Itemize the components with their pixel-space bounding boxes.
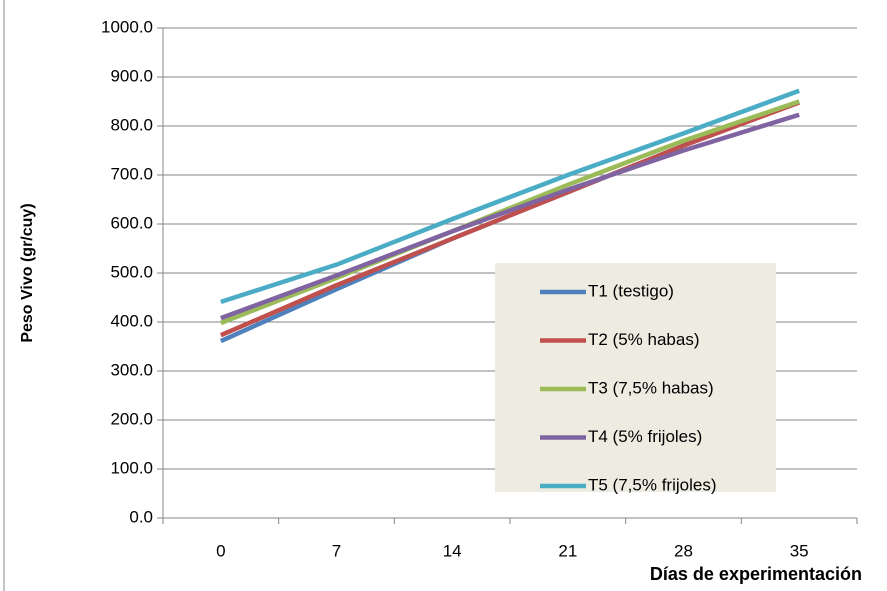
y-tick-label: 1000.0 xyxy=(101,17,153,36)
series-line xyxy=(220,88,800,305)
y-tick-label: 800.0 xyxy=(110,115,153,134)
series-line xyxy=(220,112,800,321)
x-tick-label: 28 xyxy=(674,541,693,560)
y-tick-label: 200.0 xyxy=(110,409,153,428)
x-tick-label: 35 xyxy=(790,541,809,560)
legend-label: T3 (7,5% habas) xyxy=(588,378,714,397)
y-tick-label: 100.0 xyxy=(110,458,153,477)
y-tick-label: 300.0 xyxy=(110,360,153,379)
y-axis-label: Peso Vivo (gr/cuy) xyxy=(19,203,36,342)
y-tick-label: 400.0 xyxy=(110,311,153,330)
x-tick-label: 21 xyxy=(558,541,577,560)
legend-label: T5 (7,5% frijoles) xyxy=(588,475,716,494)
y-tick-label: 900.0 xyxy=(110,66,153,85)
legend-label: T1 (testigo) xyxy=(588,281,674,300)
legend-label: T2 (5% habas) xyxy=(588,330,700,349)
series-line xyxy=(219,100,800,338)
x-tick-label: 0 xyxy=(216,541,225,560)
legend-label: T4 (5% frijoles) xyxy=(588,427,702,446)
y-tick-label: 600.0 xyxy=(110,213,153,232)
x-tick-label: 14 xyxy=(443,541,462,560)
series-line xyxy=(220,99,800,326)
y-tick-label: 700.0 xyxy=(110,164,153,183)
legend-box xyxy=(495,263,776,492)
y-tick-label: 0.0 xyxy=(129,507,153,526)
x-tick-label: 7 xyxy=(332,541,341,560)
x-axis-label: Días de experimentación xyxy=(650,564,862,584)
y-tick-label: 500.0 xyxy=(110,262,153,281)
